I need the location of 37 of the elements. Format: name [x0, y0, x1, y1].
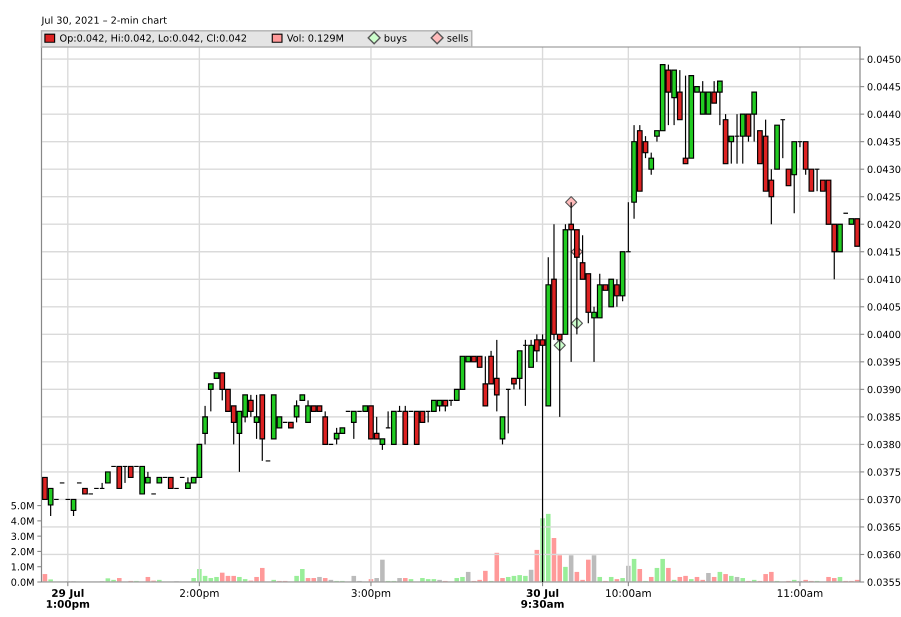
y-tick-label: 0.0380	[868, 440, 900, 448]
chart-subtitle: Jul 30, 2021 – 2-min chart	[40, 16, 167, 26]
legend-label: Op:0.042, Hi:0.042, Lo:0.042, Cl:0.042	[60, 34, 246, 44]
y-tick-label: 0.0445	[868, 83, 900, 90]
y-tick-label: 0.0365	[868, 523, 900, 531]
y2-tick-label: 2.0M	[11, 548, 34, 556]
legend-label: buys	[384, 34, 407, 44]
y-tick-label: 0.0450	[868, 56, 900, 63]
legend-label: sells	[447, 34, 468, 42]
y2-tick-label: 4.0M	[11, 517, 34, 525]
x-tick-label: 2:00pm	[180, 589, 219, 600]
x-tick-label: 29 Jul 1:00pm	[46, 588, 90, 610]
x-tick-label: 30 Jul 9:30am	[521, 588, 564, 608]
y-tick-label: 0.0400	[868, 330, 900, 338]
y2-tick-label: 1.0M	[12, 563, 34, 571]
y-tick-label: 0.0410	[868, 276, 900, 284]
legend-label: Vol: 0.129M	[286, 34, 344, 42]
y-tick-label: 0.0420	[868, 220, 900, 228]
y-tick-label: 0.0355	[868, 578, 900, 586]
y2-tick-label: 0.0M	[11, 578, 34, 586]
y-tick-label: 0.0360	[868, 550, 900, 558]
y-tick-label: 0.0440	[868, 110, 900, 118]
x-tick-label: 10:00am	[606, 589, 651, 598]
x-tick-label: 11:00am	[778, 589, 822, 598]
y-tick-label: 0.0390	[868, 386, 900, 394]
y2-tick-label: 5.0M	[11, 502, 34, 510]
y-tick-label: 0.0395	[868, 358, 900, 366]
y-tick-label: 0.0430	[868, 166, 900, 174]
y-tick-label: 0.0375	[868, 468, 900, 476]
y-tick-label: 0.0415	[868, 248, 900, 256]
y-tick-label: 0.0435	[868, 138, 900, 146]
x-tick-label: 3:00pm	[352, 589, 390, 600]
y-tick-label: 0.0425	[868, 193, 900, 201]
y-tick-label: 0.0370	[868, 496, 900, 504]
y2-tick-label: 3.0M	[11, 532, 34, 540]
y-tick-label: 0.0385	[868, 413, 900, 421]
y-tick-label: 0.0405	[868, 303, 900, 311]
